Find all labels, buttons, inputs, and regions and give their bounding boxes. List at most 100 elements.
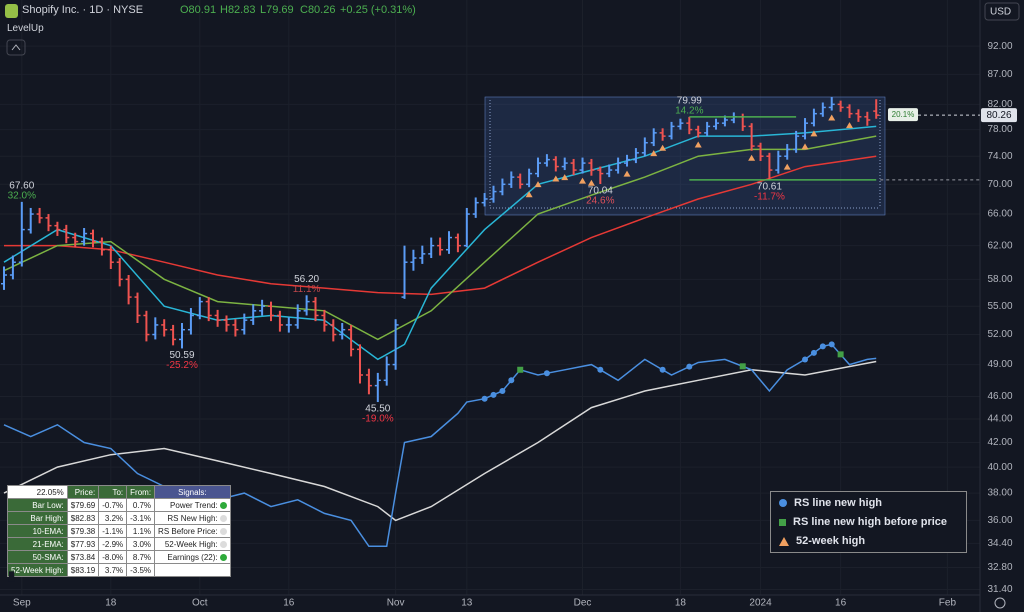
marker-52w-high	[525, 191, 533, 198]
pivot-percent: 24.6%	[586, 196, 614, 207]
x-tick-label: 18	[105, 598, 117, 609]
table-cell: Bar Low:	[7, 498, 68, 512]
header-cell: Signals:	[154, 485, 231, 499]
last-price: 80.26	[986, 110, 1011, 121]
x-tick-label: Sep	[13, 598, 31, 609]
signal-icon	[219, 553, 227, 561]
currency-box[interactable]	[984, 2, 1020, 21]
ohlc-low: L79.69	[260, 4, 294, 16]
pivot-price: 67.60	[9, 181, 34, 192]
legend-label: 52-week high	[796, 535, 866, 547]
table-cell: $73.84	[66, 550, 100, 564]
marker-rs-high	[481, 395, 488, 402]
y-tick-label: 38.00	[987, 488, 1012, 499]
x-tick-label: 2024	[749, 598, 772, 609]
marker-52w-high	[801, 143, 809, 150]
symbol: Shopify Inc. · 1D · NYSE	[22, 4, 144, 16]
y-tick-label: 92.00	[987, 41, 1012, 52]
collapse-button[interactable]	[6, 39, 26, 56]
pivot-percent: 32.0%	[8, 191, 36, 202]
table-cell: $77.93	[66, 537, 100, 551]
marker-52w-high	[587, 179, 595, 186]
x-tick-label: 16	[283, 598, 295, 609]
marker-52w-high	[579, 177, 587, 184]
y-tick-label: 40.00	[987, 462, 1012, 473]
logo	[5, 4, 18, 18]
marker-52w-high	[810, 130, 818, 137]
table-cell: 0.7%	[126, 498, 156, 512]
legend-icon	[779, 536, 789, 546]
marker-52w-high	[623, 170, 631, 177]
table-cell: 21-EMA:	[7, 537, 68, 551]
y-tick-label: 36.00	[987, 515, 1012, 526]
ohlc-open: O80.91	[180, 4, 217, 16]
tv-logo: ▮	[8, 568, 16, 583]
table-row: 10-EMA: $79.38 -1.1% 1.1% RS Before Price:	[7, 524, 231, 538]
table-header: 22.05% Price: To: From: Signals:	[7, 485, 231, 499]
table-cell: 3.2%	[98, 511, 128, 525]
signal-cell: Earnings (22):	[154, 550, 231, 564]
moving-average	[3, 135, 877, 341]
signal-label: Power Trend:	[170, 500, 218, 510]
marker-rs-high	[802, 356, 809, 363]
marker-rs-high	[597, 366, 604, 373]
y-tick-label: 87.00	[987, 69, 1012, 80]
table-cell: -2.9%	[98, 537, 128, 551]
y-tick-label: 74.00	[987, 151, 1012, 162]
x-tick-label: Nov	[387, 598, 405, 609]
signal-icon	[219, 514, 227, 522]
legend-item: 52-week high	[779, 535, 865, 547]
rs-average-line	[3, 360, 877, 522]
y-tick-label: 82.00	[987, 99, 1012, 110]
change: +0.25 (+0.31%)	[340, 4, 416, 16]
pivot-percent: 11.1%	[293, 284, 321, 295]
marker-rs-before-price	[837, 351, 844, 358]
pivot-percent: -11.7%	[754, 192, 785, 203]
marker-52w-high	[748, 154, 756, 161]
legend-icon	[779, 499, 787, 508]
currency: USD	[990, 7, 1011, 18]
pivot-percent: -19.0%	[362, 414, 394, 425]
signal-cell: RS New High:	[154, 511, 231, 525]
signal-cell: Power Trend:	[154, 498, 231, 512]
table-row: Bar High: $82.83 3.2% -3.1% RS New High:	[7, 511, 231, 525]
settings-icon[interactable]	[994, 597, 1006, 609]
y-tick-label: 32.80	[987, 562, 1012, 573]
pivot-percent: 14.2%	[675, 106, 703, 117]
pivot-price: 79.99	[677, 96, 702, 107]
legend-icon	[779, 518, 786, 526]
table-cell: 50-SMA:	[7, 550, 68, 564]
legend-label: RS line new high	[794, 497, 883, 509]
marker-52w-high	[561, 174, 569, 181]
range-label: 20.1%	[892, 110, 915, 119]
marker-rs-high	[659, 366, 666, 373]
signal-icon	[219, 527, 227, 535]
x-tick-label: Dec	[574, 598, 592, 609]
y-tick-label: 49.00	[987, 359, 1012, 370]
marker-52w-high	[694, 141, 702, 148]
signal-label: 52-Week High:	[164, 539, 218, 549]
x-tick-label: Oct	[192, 598, 208, 609]
table-cell: $79.69	[66, 498, 100, 512]
y-tick-label: 78.00	[987, 124, 1012, 135]
signal-icon	[219, 540, 227, 548]
y-tick-label: 58.00	[987, 274, 1012, 285]
range-box	[888, 108, 918, 122]
last-price-box	[981, 108, 1017, 123]
marker-rs-high	[810, 349, 817, 356]
table-cell: 1.1%	[126, 524, 156, 538]
legend-item: RS line new high before price	[779, 516, 947, 528]
table-row: 50-SMA: $73.84 -8.0% 8.7% Earnings (22):	[7, 550, 231, 564]
marker-52w-high	[534, 181, 542, 188]
x-tick-label: Feb	[939, 598, 957, 609]
y-tick-label: 44.00	[987, 414, 1012, 425]
signal-cell: RS Before Price:	[154, 524, 231, 538]
table-cell: $82.83	[66, 511, 100, 525]
header-cell: Price:	[66, 485, 100, 499]
y-tick-label: 42.00	[987, 437, 1012, 448]
pivot-price: 45.50	[365, 404, 390, 415]
x-tick-label: 16	[835, 598, 847, 609]
marker-52w-high	[828, 114, 836, 121]
marker-52w-high	[650, 150, 658, 157]
